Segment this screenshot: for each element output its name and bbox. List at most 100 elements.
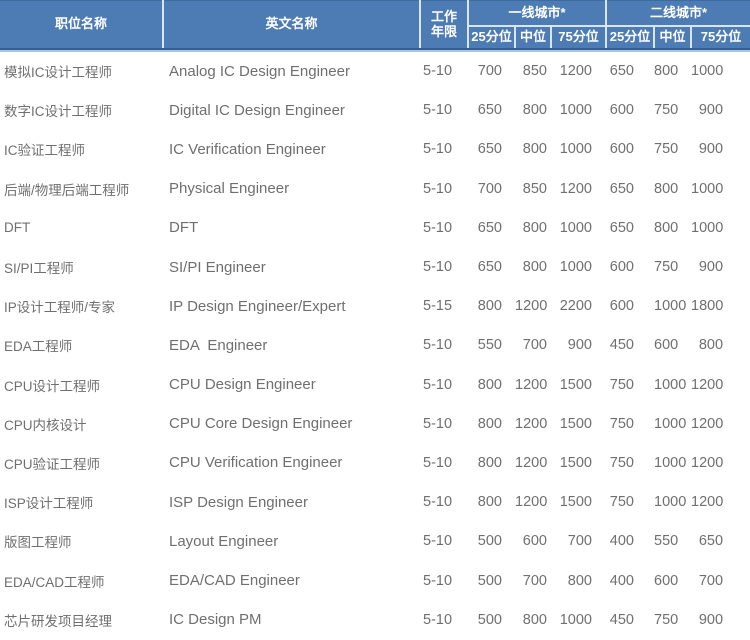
table-row: EDA工程师 EDA Engineer 5-10 550 700 900 450 600 800: [0, 326, 750, 365]
table-row: IC验证工程师 IC Verification Engineer 5-10 650 80…: [0, 130, 750, 169]
table-row: 模拟IC设计工程师 Analog IC Design Engineer 5-10 70…: [0, 52, 750, 91]
cell-years: 5-15: [423, 298, 453, 315]
cell-tier1-median: 1200: [515, 494, 548, 511]
cell-english: Analog IC Design Engineer: [169, 62, 350, 80]
cell-tier2-median: 750: [654, 141, 679, 158]
cell-tier1-p75: 700: [567, 533, 592, 550]
cell-position: 芯片研发项目经理: [4, 613, 112, 629]
cell-years: 5-10: [423, 494, 453, 511]
cell-years: 5-10: [423, 611, 453, 628]
cell-tier1-median: 600: [522, 533, 547, 550]
cell-position: IC验证工程师: [4, 143, 85, 159]
cell-tier1-median: 800: [522, 141, 547, 158]
cell-position: IP设计工程师/专家: [4, 300, 116, 316]
header-work-years: 工作 年限: [419, 0, 468, 48]
cell-tier2-median: 1000: [654, 376, 687, 393]
table-header: 职位名称 英文名称 工作 年限 一线城市* 二线城市* 25分位 中位 75分位…: [0, 0, 750, 52]
cell-tier2-median: 750: [654, 102, 679, 119]
table-row: 后端/物理后端工程师 Physical Engineer 5-10 700 850 120…: [0, 169, 750, 208]
cell-years: 5-10: [423, 572, 453, 589]
cell-english: IC Verification Engineer: [169, 140, 326, 158]
cell-years: 5-10: [423, 415, 453, 432]
cell-tier2-p25: 400: [609, 572, 634, 589]
cell-tier2-p25: 600: [609, 259, 634, 276]
cell-english: IP Design Engineer/Expert: [169, 297, 346, 315]
table-row: CPU设计工程师 CPU Design Engineer 5-10 800 1200 15…: [0, 365, 750, 404]
cell-english: CPU Core Design Engineer: [169, 415, 353, 433]
cell-tier1-p25: 800: [477, 376, 502, 393]
cell-tier2-p25: 450: [609, 611, 634, 628]
cell-tier1-p25: 650: [477, 259, 502, 276]
cell-tier2-median: 550: [654, 533, 679, 550]
cell-english: IC Design PM: [169, 611, 262, 629]
header-tier2-p75: 75分位: [689, 24, 750, 48]
cell-tier1-p25: 500: [477, 611, 502, 628]
header-tier2-cities: 二线城市*: [604, 0, 750, 26]
cell-tier2-p75: 900: [698, 611, 724, 628]
cell-tier1-median: 700: [522, 572, 547, 589]
cell-tier2-p25: 650: [609, 63, 634, 80]
table-body: 模拟IC设计工程师 Analog IC Design Engineer 5-10 70…: [0, 52, 750, 640]
cell-tier1-p75: 1000: [559, 102, 592, 119]
header-tier1-p75: 75分位: [550, 24, 606, 48]
cell-english: EDA/CAD Engineer: [169, 572, 300, 590]
header-work-years-line2: 年限: [430, 24, 457, 40]
cell-tier2-p75: 900: [698, 141, 724, 158]
cell-tier2-p75: 1000: [691, 63, 724, 80]
cell-tier2-p25: 750: [609, 494, 634, 511]
cell-years: 5-10: [423, 63, 453, 80]
cell-tier1-p75: 900: [567, 337, 592, 354]
cell-english: EDA Engineer: [169, 336, 268, 354]
cell-tier2-p75: 900: [698, 102, 724, 119]
cell-english: Physical Engineer: [169, 180, 290, 198]
cell-tier2-p25: 650: [609, 180, 634, 197]
cell-tier2-median: 1000: [654, 454, 687, 471]
cell-tier2-p75: 1800: [691, 298, 724, 315]
cell-tier1-p25: 800: [477, 415, 502, 432]
cell-tier1-median: 800: [522, 611, 547, 628]
cell-english: Layout Engineer: [169, 532, 279, 550]
cell-tier2-p25: 600: [609, 298, 634, 315]
cell-years: 5-10: [423, 337, 453, 354]
table-row: SI/PI工程师 SI/PI Engineer 5-10 650 800 1000 600 7…: [0, 247, 750, 286]
table-row: IP设计工程师/专家 IP Design Engineer/Expert 5-15 8…: [0, 287, 750, 326]
cell-tier1-p25: 800: [477, 494, 502, 511]
table-row: 数字IC设计工程师 Digital IC Design Engineer 5-10 6…: [0, 91, 750, 130]
cell-tier1-p25: 800: [477, 454, 502, 471]
cell-tier1-median: 850: [522, 180, 547, 197]
cell-position: CPU验证工程师: [4, 456, 101, 472]
cell-tier2-p25: 600: [609, 102, 634, 119]
cell-english: ISP Design Engineer: [169, 493, 308, 511]
cell-tier2-median: 800: [654, 180, 679, 197]
cell-tier1-p25: 500: [477, 572, 502, 589]
cell-position: CPU设计工程师: [4, 378, 101, 394]
header-rule-dark: [0, 47, 750, 50]
cell-tier2-median: 800: [654, 63, 679, 80]
cell-tier1-p25: 650: [477, 219, 502, 236]
cell-tier1-p75: 1500: [559, 376, 592, 393]
cell-tier2-median: 750: [654, 611, 679, 628]
header-english-name: 英文名称: [162, 0, 420, 48]
cell-position: EDA/CAD工程师: [4, 574, 105, 590]
cell-tier1-p75: 1000: [559, 219, 592, 236]
header-rule-light: [0, 49, 750, 52]
cell-english: SI/PI Engineer: [169, 258, 266, 276]
cell-tier2-p25: 450: [609, 337, 634, 354]
cell-tier1-median: 800: [522, 259, 547, 276]
cell-tier1-median: 700: [522, 337, 547, 354]
cell-position: CPU内核设计: [4, 417, 87, 433]
cell-tier2-p75: 1200: [691, 376, 724, 393]
cell-tier2-median: 1000: [654, 415, 687, 432]
cell-tier2-p75: 700: [698, 572, 724, 589]
cell-tier1-median: 1200: [515, 415, 548, 432]
header-work-years-line1: 工作: [430, 8, 457, 24]
cell-years: 5-10: [423, 454, 453, 471]
cell-tier1-median: 1200: [515, 298, 548, 315]
cell-tier1-p75: 1200: [559, 63, 592, 80]
cell-tier2-p75: 1200: [691, 454, 724, 471]
cell-tier2-p25: 750: [609, 454, 634, 471]
cell-english: DFT: [169, 219, 199, 237]
cell-tier1-median: 850: [522, 63, 547, 80]
cell-tier1-median: 800: [522, 102, 547, 119]
table-row: DFT DFT 5-10 650 800 1000 650 800 1000: [0, 208, 750, 247]
